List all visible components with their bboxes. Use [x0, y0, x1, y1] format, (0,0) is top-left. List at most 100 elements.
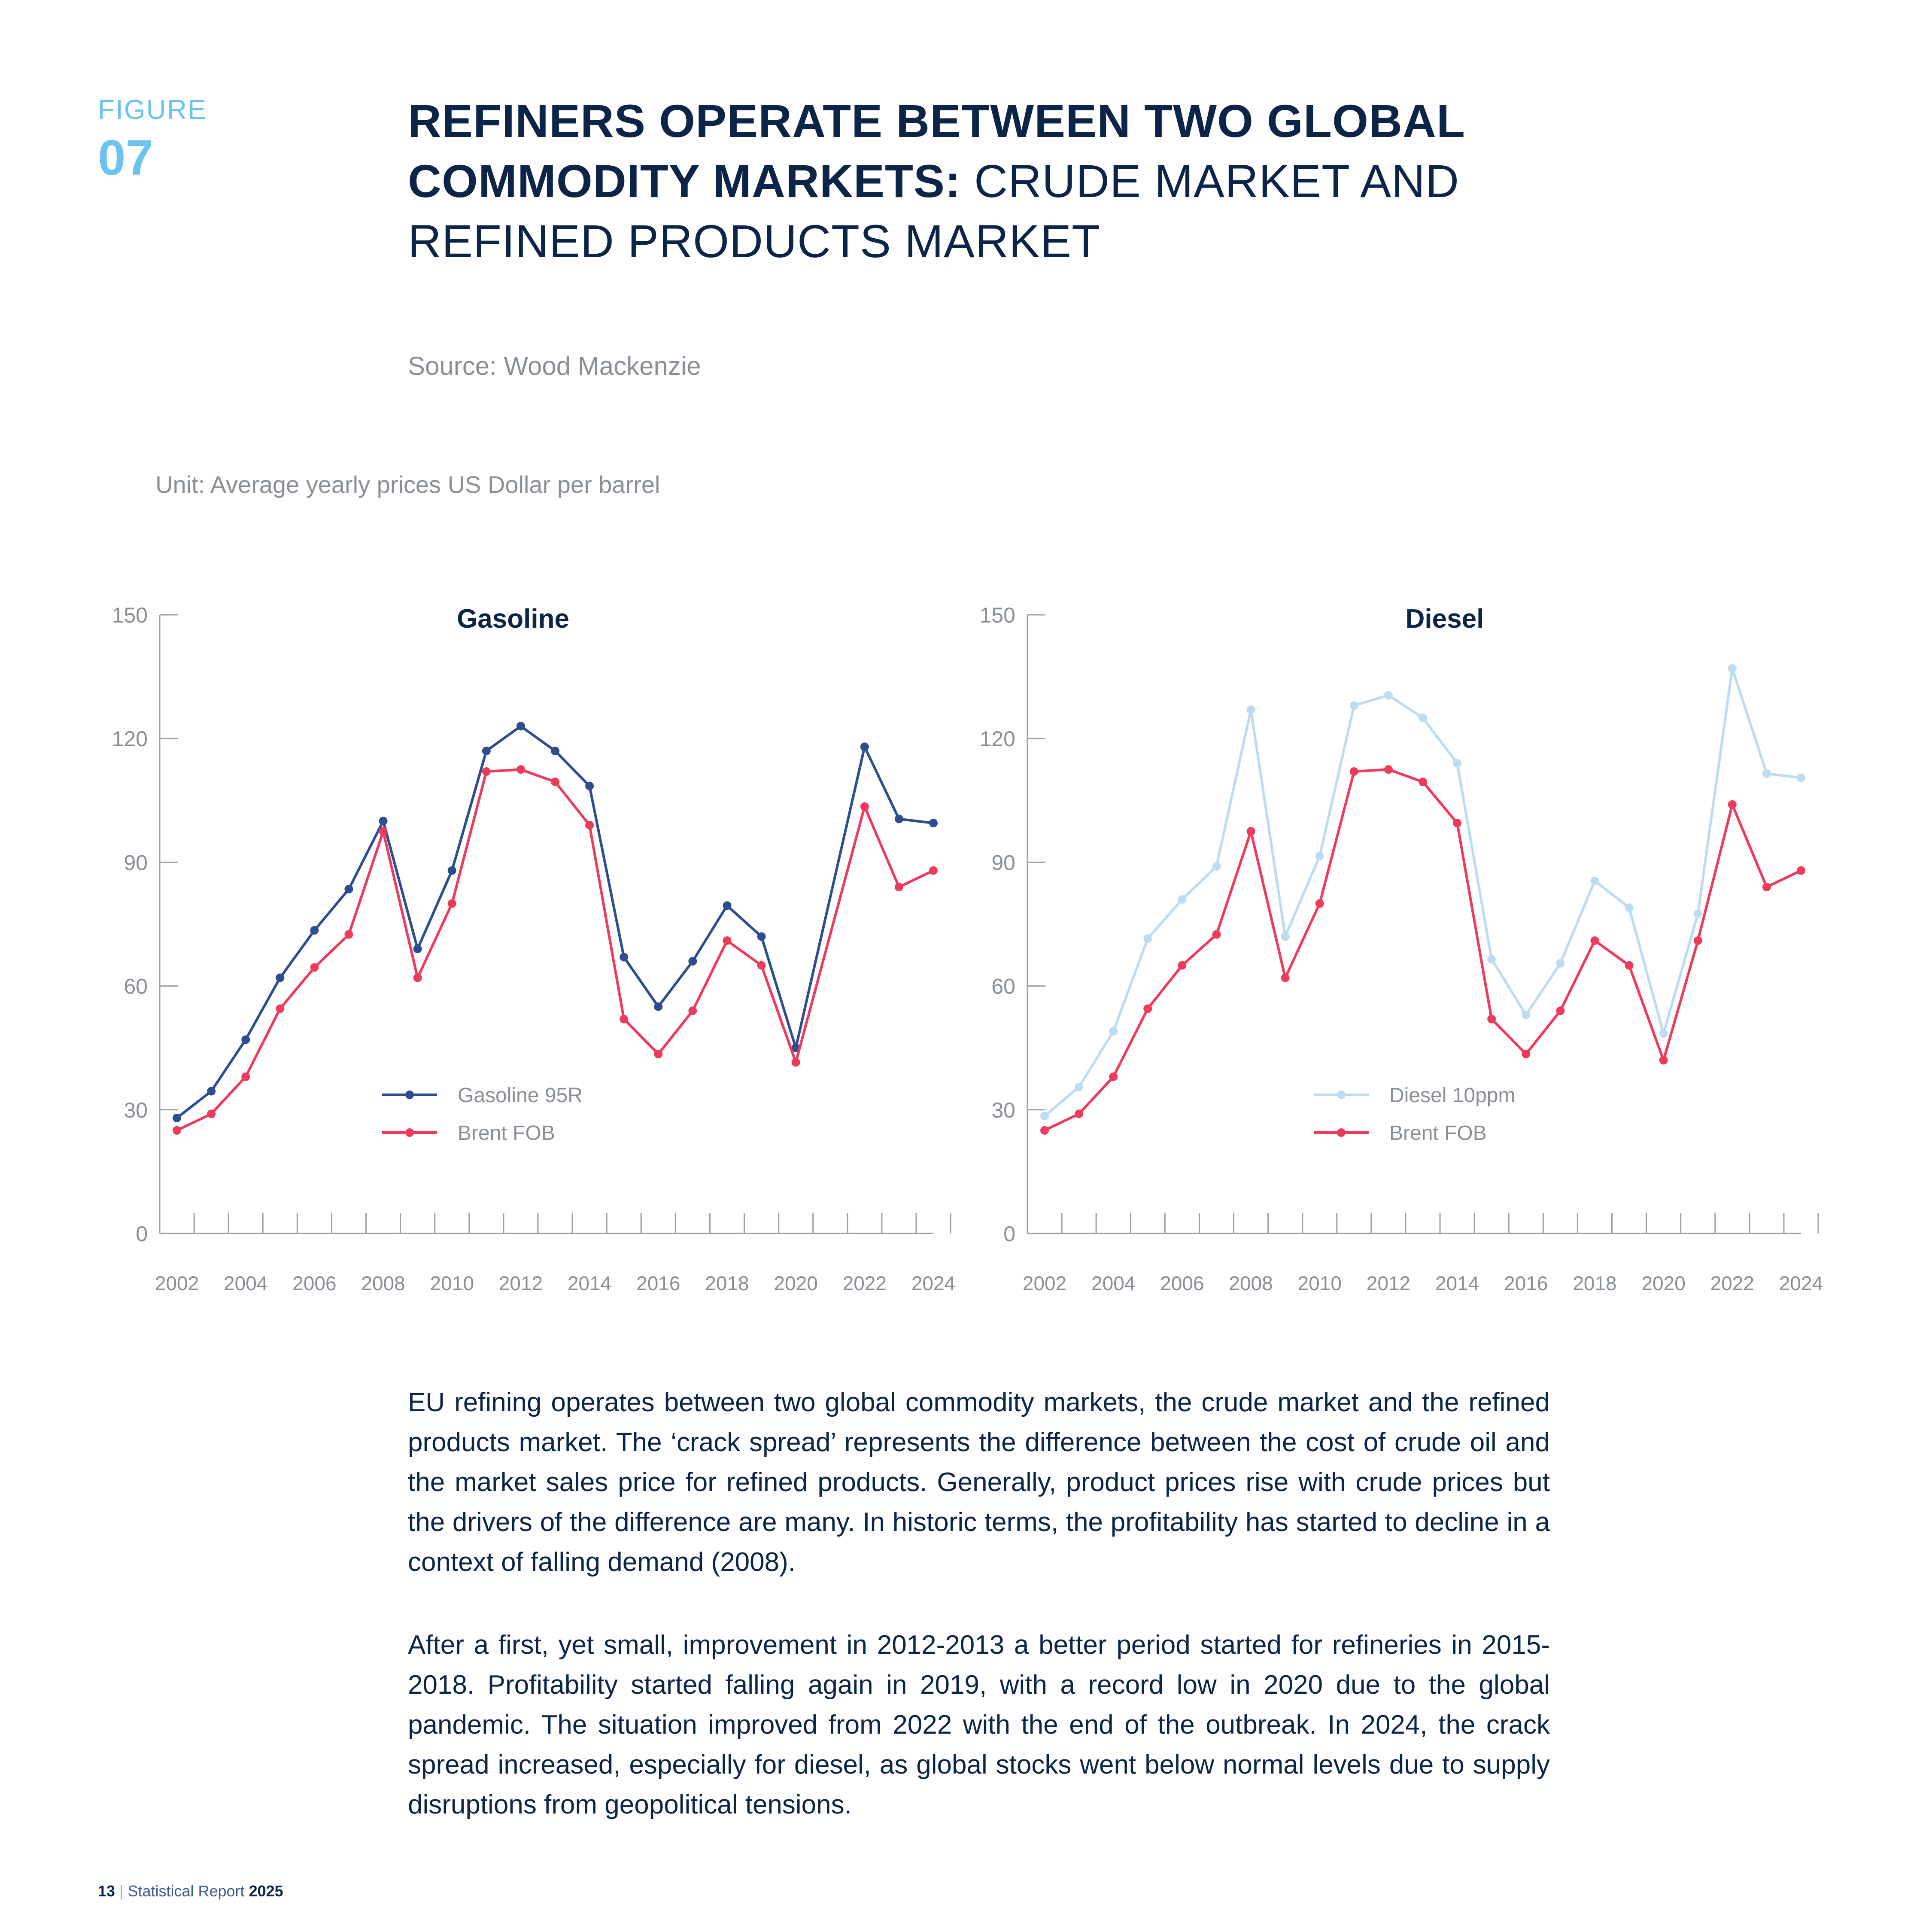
chart-1-series-1-point [757, 932, 766, 941]
chart-2-series-2-point [1762, 883, 1771, 892]
chart-1-series-1-point [413, 945, 422, 954]
chart-1-series-2-point [860, 802, 869, 811]
chart-1-series-2-point [929, 866, 938, 875]
chart-2-y-tick-label: 30 [991, 1098, 1015, 1122]
chart-2-series-1-point [1797, 773, 1805, 782]
chart-1-series-1-point [276, 973, 285, 982]
chart-2-series-2-point [1728, 800, 1737, 809]
chart-1-series-1-point [551, 747, 560, 756]
chart-1-series-1-point [241, 1035, 250, 1044]
chart-2-series-1-point [1109, 1027, 1118, 1036]
chart-1-series-1-point [379, 817, 388, 826]
chart-1-x-tick-label: 2012 [499, 1272, 543, 1294]
chart-2-y-tick-label: 0 [1003, 1222, 1015, 1246]
chart-2-legend-marker-1 [1337, 1091, 1346, 1099]
page-number: 13 [98, 1882, 115, 1900]
chart-1-series-1-line [176, 725, 934, 1119]
chart-2-x-tick-label: 2002 [1023, 1272, 1066, 1294]
figure-number: 07 [98, 130, 154, 185]
chart-1-series-2-point [516, 765, 525, 774]
chart-2-series-1-point [1212, 862, 1221, 871]
figure-title: REFINERS OPERATE BETWEEN TWO GLOBAL COMM… [408, 91, 1567, 271]
chart-1-y-tick-label: 150 [112, 603, 148, 627]
chart-2-series-1-point [1419, 714, 1428, 723]
chart-2-x-tick-label: 2020 [1641, 1272, 1685, 1294]
chart-2-series-2-point [1281, 973, 1290, 982]
chart-2-series-2-point [1693, 936, 1702, 945]
chart-1-series-2-point [241, 1072, 250, 1081]
chart-2-x-tick-label: 2014 [1435, 1272, 1479, 1294]
chart-1-series-1-point [688, 957, 697, 966]
chart-1-y-tick-label: 60 [124, 975, 148, 999]
chart-1-series-2-point [654, 1050, 663, 1059]
chart-2-series-2-point [1315, 899, 1324, 908]
chart-2-title: Diesel [1406, 604, 1484, 634]
chart-2-x-tick-label: 2024 [1779, 1272, 1823, 1294]
chart-2-series-1-point [1246, 705, 1255, 714]
chart-2-series-2-point [1109, 1072, 1118, 1081]
figure-title-bold: REFINERS OPERATE BETWEEN TWO GLOBAL COMM… [408, 95, 1465, 207]
charts-svg: Gasoline 0 30 60 90 120 150 2002 2004 2006 2008 201… [112, 603, 1823, 1294]
chart-1-series-1-point [929, 819, 938, 828]
chart-1-x-tick-label: 2020 [774, 1272, 817, 1294]
chart-2-series-2-point [1590, 936, 1599, 945]
chart-2-series-1-point [1315, 851, 1324, 860]
chart-1-series-1-point [654, 1002, 663, 1011]
chart-2-legend-label-1: Diesel 10ppm [1389, 1084, 1515, 1107]
chart-2-y-tick-label: 150 [980, 603, 1015, 627]
unit-note: Unit: Average yearly prices US Dollar pe… [155, 471, 660, 498]
chart-2-x-tick-label: 2022 [1710, 1272, 1754, 1294]
figure-label: FIGURE [98, 94, 207, 125]
chart-1-series-1-point [207, 1087, 216, 1096]
chart-2-series-1-point [1281, 932, 1290, 941]
chart-2-x-tick-label: 2004 [1091, 1272, 1135, 1294]
chart-1-legend-label-2: Brent FOB [458, 1122, 555, 1145]
chart-1-legend-label-1: Gasoline 95R [458, 1084, 583, 1107]
chart-2-series-2-point [1419, 778, 1428, 787]
chart-1-series-2-point [173, 1126, 182, 1135]
chart-2-series-1-point [1590, 876, 1599, 885]
chart-2-series-1-point [1075, 1082, 1084, 1091]
chart-2-series-1-point [1143, 934, 1152, 943]
chart-1-x-tick-label: 2002 [155, 1272, 199, 1294]
chart-2-series-1-point [1556, 959, 1565, 968]
chart-1-series-2-point [723, 936, 732, 945]
chart-1-series-2-point [551, 778, 560, 787]
chart-2-series-1-point [1659, 1029, 1668, 1038]
chart-1-series-2-point [344, 930, 353, 939]
chart-2-x-tick-label: 2016 [1504, 1272, 1548, 1294]
chart-2-series-2-point [1212, 930, 1221, 939]
figure-title-regular: CRUDE MARKET AND REFINED PRODUCTS MARKET [408, 155, 1460, 267]
chart-1-y-tick-label: 90 [124, 851, 148, 875]
chart-1-series-2-point [894, 883, 903, 892]
chart-2-series-1-point [1487, 955, 1496, 964]
chart-1-series-2-point [585, 820, 594, 829]
chart-1-x-tick-label: 2010 [430, 1272, 474, 1294]
chart-1-x-tick-label: 2006 [292, 1272, 336, 1294]
chart-1-series-2-point [447, 899, 456, 908]
chart-2-x-tick-label: 2010 [1298, 1272, 1342, 1294]
chart-1-series-1-point [310, 926, 319, 935]
footer-separator: | [119, 1882, 124, 1900]
chart-2-series-2-point [1349, 767, 1358, 776]
chart-1-legend-marker-1 [405, 1091, 414, 1099]
chart-1-x-tick-label: 2004 [224, 1272, 267, 1294]
chart-2-x-tick-label: 2006 [1160, 1272, 1204, 1294]
chart-2-series-2-point [1453, 819, 1462, 828]
chart-2-x-tick-label: 2008 [1229, 1272, 1273, 1294]
chart-1-y-tick-label: 120 [112, 727, 148, 751]
chart-1-series-1-point [723, 901, 732, 910]
chart-2-series-2-point [1625, 961, 1634, 970]
chart-1-x-tick-label: 2008 [361, 1272, 405, 1294]
chart-1-series-2-point [791, 1058, 800, 1067]
chart-1-title: Gasoline [457, 604, 569, 634]
chart-1-series-2-point [620, 1015, 629, 1024]
chart-1-x-tick-label: 2024 [911, 1272, 955, 1294]
chart-2-series-1-point [1625, 903, 1634, 912]
body-paragraph-2: After a first, yet small, improvement in… [408, 1630, 1550, 1820]
chart-1-series-2-point [688, 1006, 697, 1015]
chart-2-series-2-point [1659, 1056, 1668, 1065]
chart-1-series-2-point [413, 973, 422, 982]
chart-1-series-1-point [894, 814, 903, 823]
chart-2-y-tick-label: 90 [991, 851, 1015, 875]
